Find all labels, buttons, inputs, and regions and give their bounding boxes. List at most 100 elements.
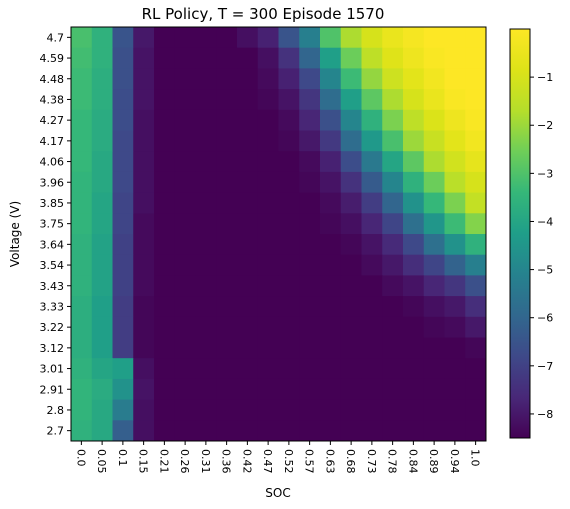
heatmap-cell	[423, 234, 445, 256]
heatmap-cell	[174, 27, 196, 49]
heatmap-cell	[257, 151, 279, 173]
heatmap-cell	[320, 130, 342, 152]
heatmap-cell	[382, 316, 404, 338]
heatmap-cell	[382, 171, 404, 194]
plot-frame	[70, 26, 487, 442]
y-tick-label: 3.33	[40, 300, 65, 313]
heatmap-cell	[423, 192, 445, 214]
heatmap-cell	[154, 130, 176, 152]
heatmap-cell	[278, 378, 300, 401]
heatmap-cell	[465, 109, 487, 131]
heatmap-cell	[91, 213, 113, 235]
heatmap-cell	[174, 296, 196, 318]
heatmap-cell	[133, 420, 155, 442]
heatmap-cell	[154, 68, 176, 90]
heatmap-cell	[278, 296, 300, 318]
heatmap-cell	[444, 68, 466, 90]
heatmap-cell	[361, 254, 383, 276]
heatmap-cell	[133, 213, 155, 235]
heatmap-cell	[382, 151, 404, 173]
x-tick-label: 0.15	[137, 449, 150, 474]
heatmap-cell	[320, 234, 342, 256]
x-tick-label: 0.1	[116, 449, 129, 467]
heatmap-cell	[340, 234, 362, 256]
heatmap-cell	[216, 254, 238, 276]
heatmap-cell	[195, 47, 217, 69]
heatmap-cell	[278, 68, 300, 90]
heatmap-cell	[361, 213, 383, 235]
heatmap-cell	[71, 234, 93, 256]
heatmap-cell	[112, 316, 134, 338]
heatmap-cell	[174, 89, 196, 111]
heatmap-cell	[465, 337, 487, 359]
heatmap-cell	[216, 420, 238, 442]
heatmap-cell	[340, 109, 362, 131]
y-tick-label: 4.59	[40, 52, 65, 65]
heatmap-cell	[91, 151, 113, 173]
heatmap-cell	[216, 130, 238, 152]
heatmap-cell	[237, 337, 259, 359]
heatmap-cell	[278, 234, 300, 256]
heatmap-cell	[154, 234, 176, 256]
heatmap-cell	[237, 151, 259, 173]
heatmap-cell	[423, 27, 445, 49]
heatmap-cell	[444, 420, 466, 442]
heatmap-cell	[91, 89, 113, 111]
heatmap-cell	[257, 213, 279, 235]
heatmap-cell	[174, 254, 196, 276]
heatmap-cell	[382, 213, 404, 235]
heatmap-cell	[299, 89, 321, 111]
heatmap-cell	[465, 399, 487, 421]
heatmap-cell	[91, 378, 113, 401]
heatmap-cell	[91, 296, 113, 318]
heatmap-cell	[195, 254, 217, 276]
heatmap-cell	[403, 192, 425, 214]
heatmap-cell	[278, 399, 300, 421]
heatmap-cell	[71, 192, 93, 214]
x-tick-label: 0.05	[95, 449, 108, 474]
x-tick-label: 0.84	[406, 449, 419, 474]
heatmap-cell	[237, 420, 259, 442]
heatmap-cell	[195, 378, 217, 401]
heatmap-cell	[444, 89, 466, 111]
heatmap-cell	[154, 337, 176, 359]
heatmap-cell	[299, 68, 321, 90]
heatmap-cell	[299, 109, 321, 131]
heatmap-cell	[299, 234, 321, 256]
x-tick-label: 0.78	[386, 449, 399, 474]
heatmap-cell	[403, 47, 425, 69]
heatmap-cell	[112, 89, 134, 111]
heatmap-cell	[278, 109, 300, 131]
heatmap-cell	[320, 213, 342, 235]
heatmap-cell	[320, 254, 342, 276]
heatmap-cell	[237, 358, 259, 380]
heatmap-cell	[133, 151, 155, 173]
heatmap-cell	[361, 68, 383, 90]
heatmap-cell	[257, 378, 279, 401]
heatmap-cell	[133, 234, 155, 256]
heatmap-cell	[216, 296, 238, 318]
heatmap-cell	[91, 47, 113, 69]
heatmap-cell	[423, 171, 445, 194]
heatmap-cell	[278, 192, 300, 214]
heatmap-cell	[71, 89, 93, 111]
heatmap-cell	[174, 47, 196, 69]
heatmap-cell	[465, 89, 487, 111]
heatmap-cell	[465, 192, 487, 214]
heatmap-cell	[423, 399, 445, 421]
heatmap-cell	[154, 358, 176, 380]
heatmap-cell	[444, 213, 466, 235]
x-tick-label: 0.57	[303, 449, 316, 474]
heatmap-cell	[174, 68, 196, 90]
heatmap-cell	[112, 275, 134, 297]
heatmap-cell	[423, 254, 445, 276]
heatmap-cell	[257, 275, 279, 297]
y-axis-label: Voltage (V)	[8, 201, 22, 267]
heatmap-cell	[257, 109, 279, 131]
colorbar-tick-label: −3	[537, 167, 553, 180]
heatmap-cell	[423, 296, 445, 318]
heatmap-cell	[91, 275, 113, 297]
heatmap-cell	[71, 420, 93, 442]
heatmap-cell	[361, 399, 383, 421]
heatmap-cell	[112, 296, 134, 318]
